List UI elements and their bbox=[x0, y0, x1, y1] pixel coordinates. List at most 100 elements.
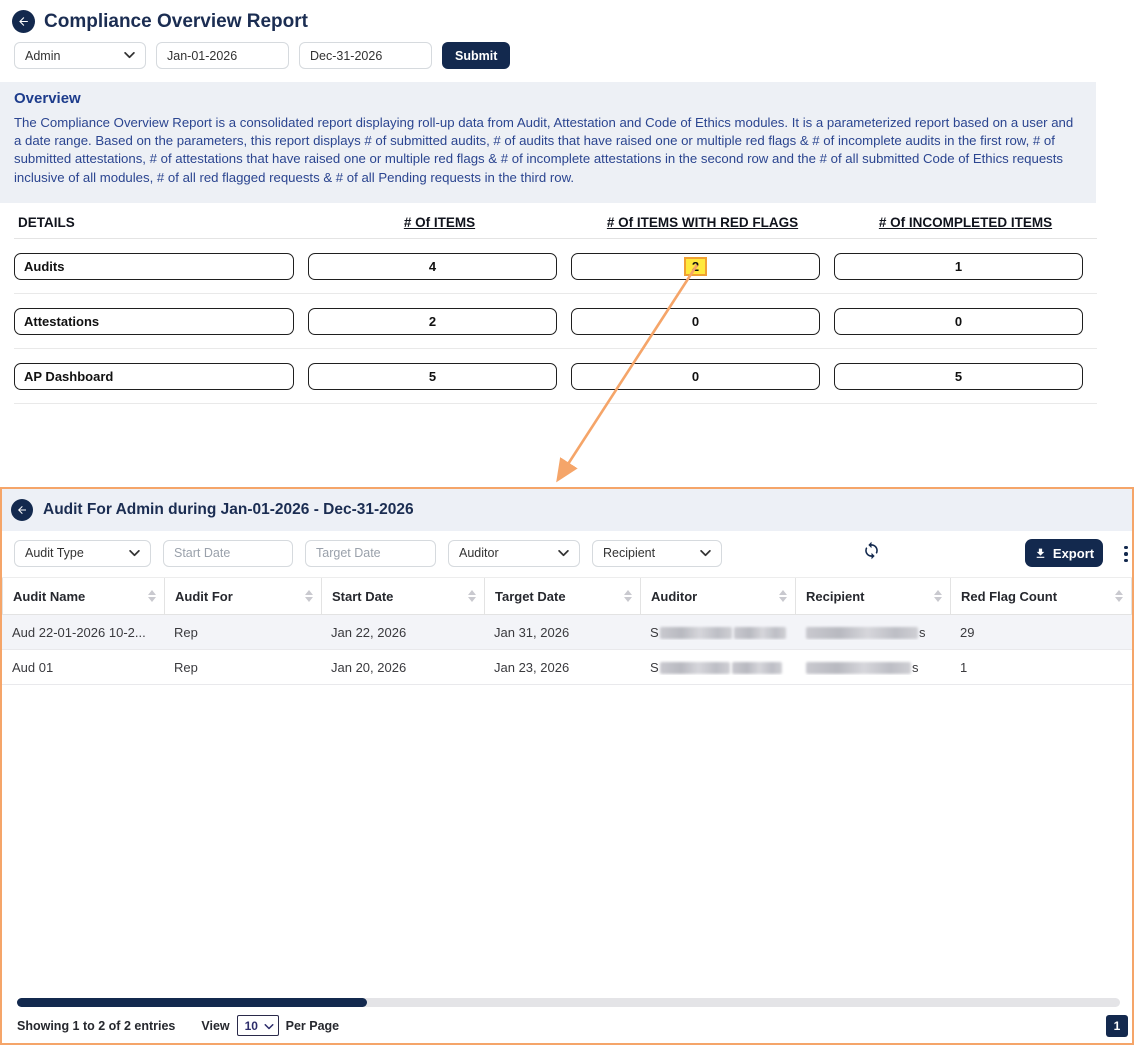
refresh-icon[interactable] bbox=[862, 541, 881, 563]
cell-start-date: Jan 20, 2026 bbox=[331, 659, 407, 675]
audit-filter-bar: Audit Type Auditor Recipient Ex bbox=[14, 539, 1132, 567]
download-icon bbox=[1034, 547, 1047, 560]
col-header-recipient[interactable]: Recipient bbox=[795, 578, 950, 614]
audit-panel-title: Audit For Admin during Jan-01-2026 - Dec… bbox=[43, 501, 414, 518]
overview-description: The Compliance Overview Report is a cons… bbox=[14, 115, 1074, 185]
audit-start-date-input[interactable] bbox=[163, 539, 293, 567]
panel-back-icon[interactable] bbox=[11, 499, 33, 521]
audit-panel-titlebar: Audit For Admin during Jan-01-2026 - Dec… bbox=[2, 489, 1132, 531]
col-header-auditor[interactable]: Auditor bbox=[640, 578, 795, 614]
cell-recipient: s bbox=[795, 660, 950, 675]
details-row-attestations: Attestations 2 0 0 bbox=[14, 294, 1097, 349]
audit-target-date-input[interactable] bbox=[305, 539, 436, 567]
chevron-down-icon bbox=[264, 1019, 274, 1033]
incompleted-count: 5 bbox=[834, 362, 1083, 390]
auditor-select[interactable]: Auditor bbox=[448, 539, 580, 567]
audit-drilldown-panel: Audit For Admin during Jan-01-2026 - Dec… bbox=[0, 487, 1134, 1045]
view-label: View bbox=[201, 1018, 230, 1033]
sort-arrows-icon bbox=[468, 590, 476, 602]
cell-auditor: S bbox=[640, 660, 795, 675]
chevron-down-icon bbox=[129, 549, 140, 557]
pagination-page-1-button[interactable]: 1 bbox=[1106, 1015, 1128, 1037]
audit-type-select[interactable]: Audit Type bbox=[14, 539, 151, 567]
redacted-text bbox=[659, 662, 730, 675]
chevron-down-icon bbox=[558, 549, 569, 557]
showing-entries-text: Showing 1 to 2 of 2 entries bbox=[17, 1018, 176, 1033]
submit-button[interactable]: Submit bbox=[442, 42, 511, 69]
cell-target-date: Jan 31, 2026 bbox=[494, 624, 570, 640]
chevron-down-icon bbox=[700, 549, 711, 557]
highlighted-red-flag-count[interactable]: 2 bbox=[683, 256, 708, 276]
sort-arrows-icon bbox=[148, 590, 156, 602]
report-header: Compliance Overview Report bbox=[0, 0, 1134, 33]
col-header-start-date[interactable]: Start Date bbox=[321, 578, 484, 614]
row-label: Attestations bbox=[14, 307, 294, 335]
user-select[interactable]: Admin bbox=[14, 42, 146, 69]
col-header-audit-name[interactable]: Audit Name bbox=[2, 578, 164, 614]
red-flags-col-header[interactable]: # Of ITEMS WITH RED FLAGS bbox=[606, 214, 799, 230]
overview-section: Overview The Compliance Overview Report … bbox=[0, 82, 1096, 203]
table-row[interactable]: Aud 01 Rep Jan 20, 2026 Jan 23, 2026 S s… bbox=[2, 650, 1132, 685]
per-page-value: 10 bbox=[244, 1018, 258, 1033]
redacted-text bbox=[733, 627, 786, 640]
end-date-input[interactable] bbox=[299, 42, 432, 69]
details-summary-table: DETAILS # Of ITEMS # Of ITEMS WITH RED F… bbox=[14, 215, 1097, 404]
page-title: Compliance Overview Report bbox=[44, 10, 308, 32]
row-label: Audits bbox=[14, 252, 294, 280]
sort-arrows-icon bbox=[779, 590, 787, 602]
audit-table: Audit Name Audit For Start Date Target D… bbox=[2, 577, 1132, 685]
items-col-header[interactable]: # Of ITEMS bbox=[403, 214, 476, 230]
sort-arrows-icon bbox=[1115, 590, 1123, 602]
export-button[interactable]: Export bbox=[1025, 539, 1103, 567]
per-page-select[interactable]: 10 bbox=[236, 1015, 279, 1036]
start-date-input[interactable] bbox=[156, 42, 289, 69]
col-header-target-date[interactable]: Target Date bbox=[484, 578, 640, 614]
incompleted-count: 0 bbox=[834, 307, 1083, 335]
items-count: 5 bbox=[308, 362, 557, 390]
recipient-select-value: Recipient bbox=[603, 546, 656, 560]
overview-heading: Overview bbox=[14, 90, 81, 107]
back-icon[interactable] bbox=[12, 10, 35, 33]
horizontal-scrollbar[interactable] bbox=[17, 998, 1120, 1007]
auditor-select-value: Auditor bbox=[459, 546, 499, 560]
items-count: 4 bbox=[308, 252, 557, 280]
kebab-menu-icon[interactable] bbox=[1118, 542, 1134, 566]
cell-red-flag-count: 29 bbox=[960, 624, 975, 640]
details-col-header: DETAILS bbox=[18, 214, 75, 230]
cell-audit-name: Aud 01 bbox=[12, 659, 54, 675]
per-page-label: Per Page bbox=[285, 1018, 340, 1033]
sort-arrows-icon bbox=[305, 590, 313, 602]
cell-auditor: S bbox=[640, 625, 795, 640]
audit-type-value: Audit Type bbox=[25, 546, 84, 560]
report-filter-bar: Admin Submit bbox=[14, 42, 1134, 69]
scrollbar-thumb[interactable] bbox=[17, 998, 367, 1007]
details-row-ap-dashboard: AP Dashboard 5 0 5 bbox=[14, 349, 1097, 404]
redacted-text bbox=[659, 627, 732, 640]
details-header-row: DETAILS # Of ITEMS # Of ITEMS WITH RED F… bbox=[14, 215, 1097, 239]
redacted-text bbox=[806, 627, 918, 640]
table-row[interactable]: Aud 22-01-2026 10-2... Rep Jan 22, 2026 … bbox=[2, 615, 1132, 650]
col-header-red-flag-count[interactable]: Red Flag Count bbox=[950, 578, 1132, 614]
table-footer: Showing 1 to 2 of 2 entries View 10 Per … bbox=[17, 1015, 339, 1036]
cell-audit-for: Rep bbox=[174, 624, 198, 640]
incompleted-col-header[interactable]: # Of INCOMPLETED ITEMS bbox=[878, 214, 1053, 230]
recipient-select[interactable]: Recipient bbox=[592, 539, 722, 567]
cell-audit-name: Aud 22-01-2026 10-2... bbox=[12, 624, 146, 640]
cell-target-date: Jan 23, 2026 bbox=[494, 659, 570, 675]
sort-arrows-icon bbox=[624, 590, 632, 602]
export-button-label: Export bbox=[1052, 545, 1095, 561]
cell-start-date: Jan 22, 2026 bbox=[331, 624, 407, 640]
cell-recipient: s bbox=[795, 625, 950, 640]
redacted-text bbox=[806, 662, 911, 675]
user-select-value: Admin bbox=[25, 48, 61, 63]
redacted-text bbox=[731, 662, 782, 675]
sort-arrows-icon bbox=[934, 590, 942, 602]
chevron-down-icon bbox=[124, 52, 135, 59]
col-header-audit-for[interactable]: Audit For bbox=[164, 578, 321, 614]
red-flags-count: 0 bbox=[571, 362, 820, 390]
incompleted-count: 1 bbox=[834, 252, 1083, 280]
red-flags-count: 2 bbox=[571, 252, 820, 280]
details-row-audits: Audits 4 2 1 bbox=[14, 239, 1097, 294]
cell-audit-for: Rep bbox=[174, 659, 198, 675]
audit-table-header: Audit Name Audit For Start Date Target D… bbox=[2, 578, 1132, 615]
